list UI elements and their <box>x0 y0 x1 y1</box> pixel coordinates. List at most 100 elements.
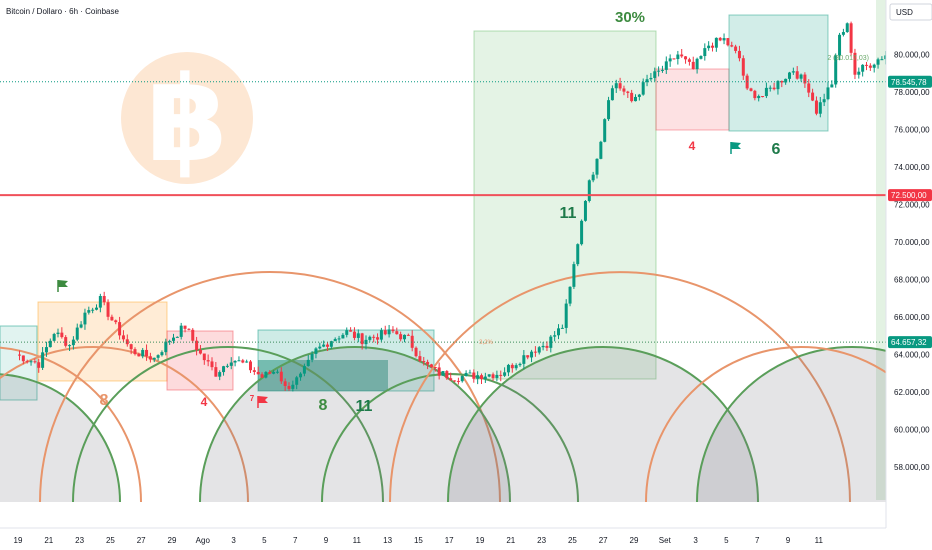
chart-title: Bitcoin / Dollaro · 6h · Coinbase <box>6 7 119 16</box>
price-label-badge <box>888 75 932 88</box>
candle-body <box>841 32 845 35</box>
cycle-count-label: 7 <box>250 394 255 403</box>
candle-body <box>110 316 114 321</box>
candle-body <box>198 349 202 354</box>
candle-body <box>853 52 857 75</box>
candle-body <box>114 320 118 323</box>
candle-body <box>711 45 714 48</box>
candle-body <box>183 325 187 329</box>
candle-body <box>164 341 168 353</box>
candle-body <box>641 82 645 95</box>
price-tick-label: 68.000,00 <box>894 276 930 285</box>
time-tick-label: 7 <box>293 536 298 545</box>
candle-body <box>106 302 110 317</box>
time-tick-label: 23 <box>537 536 546 545</box>
candle-body <box>287 385 291 389</box>
background-layer: ฿ <box>121 0 886 500</box>
cycle-count-label: 6 <box>772 141 781 158</box>
time-tick-label: 9 <box>324 536 329 545</box>
cycle-count-label: 11 <box>356 398 373 415</box>
candle-body <box>780 80 784 83</box>
candle-body <box>437 367 441 376</box>
candle-body <box>222 366 226 373</box>
candle-body <box>464 372 468 377</box>
orange-arc-3 <box>389 271 851 503</box>
candle-body <box>483 376 487 380</box>
candle-body <box>75 327 79 340</box>
candle-body <box>456 380 460 382</box>
green-arc-2b <box>321 373 579 503</box>
candle-body <box>449 378 453 381</box>
candle-body <box>761 96 765 98</box>
candle-body <box>249 361 252 371</box>
price-tick-label: 80.000,00 <box>894 51 930 60</box>
time-tick-label: 11 <box>815 536 824 545</box>
candle-body <box>87 310 91 313</box>
candle-body <box>352 331 356 338</box>
candle-body <box>595 158 599 175</box>
candle-body <box>580 220 584 245</box>
right-highlight-band <box>876 0 886 500</box>
candle-body <box>322 344 326 347</box>
green-arc-1b <box>72 346 384 503</box>
candle-body <box>337 338 341 340</box>
candle-body <box>880 59 884 61</box>
candle-body <box>306 359 310 367</box>
candle-body <box>499 374 503 376</box>
candle-body <box>272 371 276 374</box>
candle-body <box>530 351 534 358</box>
flag-icon-green-1 <box>58 280 68 287</box>
candle-body <box>487 374 491 377</box>
time-tick-label: 17 <box>445 536 454 545</box>
candle-body <box>607 100 611 120</box>
candle-body <box>191 329 195 341</box>
candle-body <box>71 339 75 346</box>
candle-body <box>333 338 337 342</box>
box-red-2 <box>655 68 730 131</box>
price-label-badge <box>888 336 932 349</box>
candle-body <box>37 362 41 368</box>
time-tick-label: 3 <box>693 536 698 545</box>
candle-body <box>526 355 530 358</box>
candle-body <box>137 354 141 357</box>
candle-body <box>634 96 637 102</box>
candle-body <box>175 336 179 338</box>
candle-body <box>422 361 426 363</box>
fib-level-label: 2 (80.017,03) <box>827 55 869 62</box>
green-arc-0 <box>0 373 121 503</box>
candle-body <box>299 373 303 378</box>
candle-body <box>737 50 741 59</box>
time-tick-label: 21 <box>506 536 515 545</box>
price-axis-bg <box>886 0 932 550</box>
candle-body <box>56 332 60 335</box>
candle-body <box>572 264 576 287</box>
candle-body <box>68 345 72 347</box>
candle-body <box>645 79 649 83</box>
cycle-arcs <box>0 271 932 503</box>
candle-body <box>218 372 222 377</box>
time-tick-label: 19 <box>14 536 23 545</box>
candle-body <box>349 330 353 332</box>
candle-body <box>784 78 788 83</box>
candle-body <box>229 362 233 366</box>
green-arc-3 <box>447 346 759 503</box>
candle-body <box>630 92 634 102</box>
candle-body <box>295 377 299 385</box>
candle-body <box>541 345 545 348</box>
candle-body <box>314 348 318 354</box>
candle-body <box>172 337 175 341</box>
price-label-badge <box>888 189 932 202</box>
candle-body <box>591 174 595 181</box>
candle-body <box>195 340 199 350</box>
candle-body <box>480 375 483 380</box>
time-tick-label: 25 <box>106 536 115 545</box>
price-tick-label: 72.000,00 <box>894 201 930 210</box>
price-tick-label: 66.000,00 <box>894 313 930 322</box>
candle-body <box>291 384 295 389</box>
time-tick-label: 23 <box>75 536 84 545</box>
candle-body <box>260 374 264 378</box>
price-label-text: 78.545,78 <box>891 78 927 87</box>
candle-body <box>395 331 399 335</box>
candle-body <box>865 64 868 66</box>
